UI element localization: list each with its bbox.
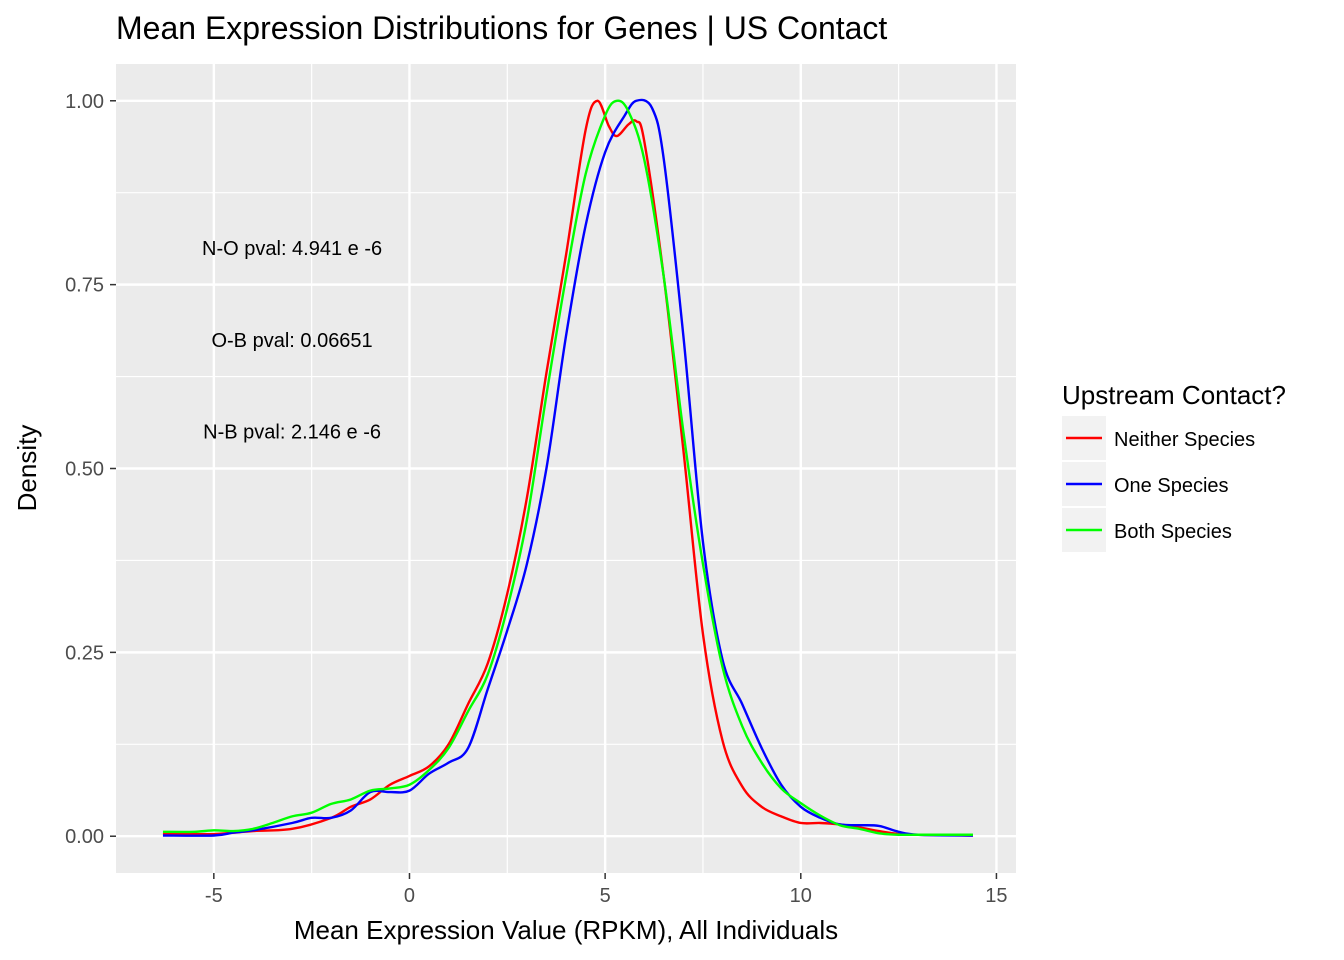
annotation-layer: N-O pval: 4.941 e -6 O-B pval: 0.06651 N-B… [202, 238, 382, 444]
x-tick-label: 10 [790, 885, 812, 907]
series-line-one-species [162, 98, 973, 837]
series-layer [162, 98, 973, 837]
x-axis-title: Mean Expression Value (RPKM), All Indivi… [294, 915, 838, 945]
legend-label-both-species: Both Species [1114, 521, 1232, 543]
grid-layer [116, 64, 1016, 873]
y-tick-label: 0.25 [65, 642, 104, 664]
legend-title: Upstream Contact? [1062, 380, 1286, 410]
axis-layer: -5 0 5 10 15 0.00 0.25 0.50 0.75 1.00 [65, 91, 1007, 907]
pvalue-annotation: N-O pval: 4.941 e -6 [202, 238, 382, 260]
y-tick-label: 0.50 [65, 459, 104, 481]
x-tick-label: -5 [205, 885, 223, 907]
y-tick-label: 0.00 [65, 826, 104, 848]
legend: Upstream Contact? Neither Species One Spe… [1062, 380, 1286, 552]
chart-title: Mean Expression Distributions for Genes … [116, 10, 887, 46]
pvalue-annotation: O-B pval: 0.06651 [211, 330, 372, 352]
x-tick-label: 5 [600, 885, 611, 907]
y-axis-title: Density [12, 425, 42, 512]
series-line-both-species [162, 99, 973, 837]
x-tick-label: 15 [985, 885, 1007, 907]
x-tick-label: 0 [404, 885, 415, 907]
y-tick-label: 1.00 [65, 91, 104, 113]
series-line-neither-species [162, 99, 973, 837]
legend-label-one-species: One Species [1114, 475, 1229, 497]
legend-label-neither-species: Neither Species [1114, 429, 1255, 451]
y-tick-label: 0.75 [65, 275, 104, 297]
pvalue-annotation: N-B pval: 2.146 e -6 [203, 422, 381, 444]
